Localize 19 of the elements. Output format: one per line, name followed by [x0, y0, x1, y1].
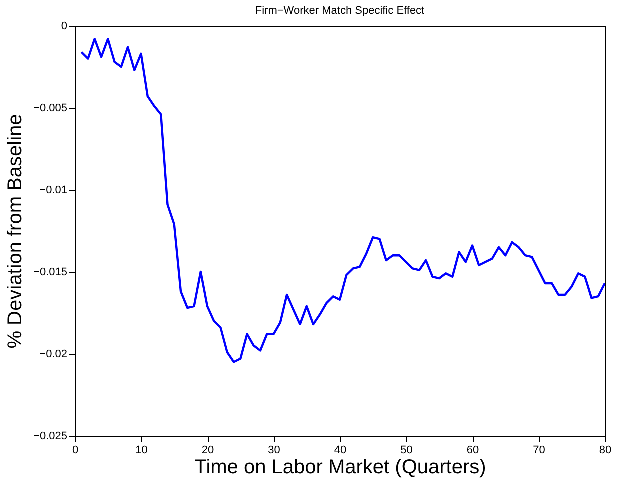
y-tick-label: −0.01 — [40, 184, 68, 196]
x-tick-label: 10 — [136, 444, 148, 456]
y-tick-label: −0.025 — [34, 430, 68, 442]
x-tick-label: 0 — [72, 444, 79, 456]
line-series — [80, 38, 605, 364]
y-tick-label: 0 — [61, 20, 68, 32]
x-tick-label: 80 — [599, 444, 612, 456]
x-tick-label: 70 — [533, 444, 546, 456]
x-tick-label: 20 — [202, 444, 214, 456]
y-axis-title: % Deviation from Baseline — [4, 114, 27, 349]
y-tick-label: −0.02 — [40, 348, 68, 360]
y-tick-label: −0.005 — [34, 102, 68, 114]
x-tick-label: 60 — [466, 444, 480, 456]
x-tick-label: 30 — [268, 444, 280, 456]
x-tick-label: 50 — [400, 444, 413, 456]
x-axis-title: Time on Labor Market (Quarters) — [194, 456, 486, 478]
x-tick-label: 40 — [334, 444, 347, 456]
chart-title: Firm−Worker Match Specific Effect — [255, 5, 425, 17]
y-tick-label: −0.015 — [34, 266, 68, 278]
